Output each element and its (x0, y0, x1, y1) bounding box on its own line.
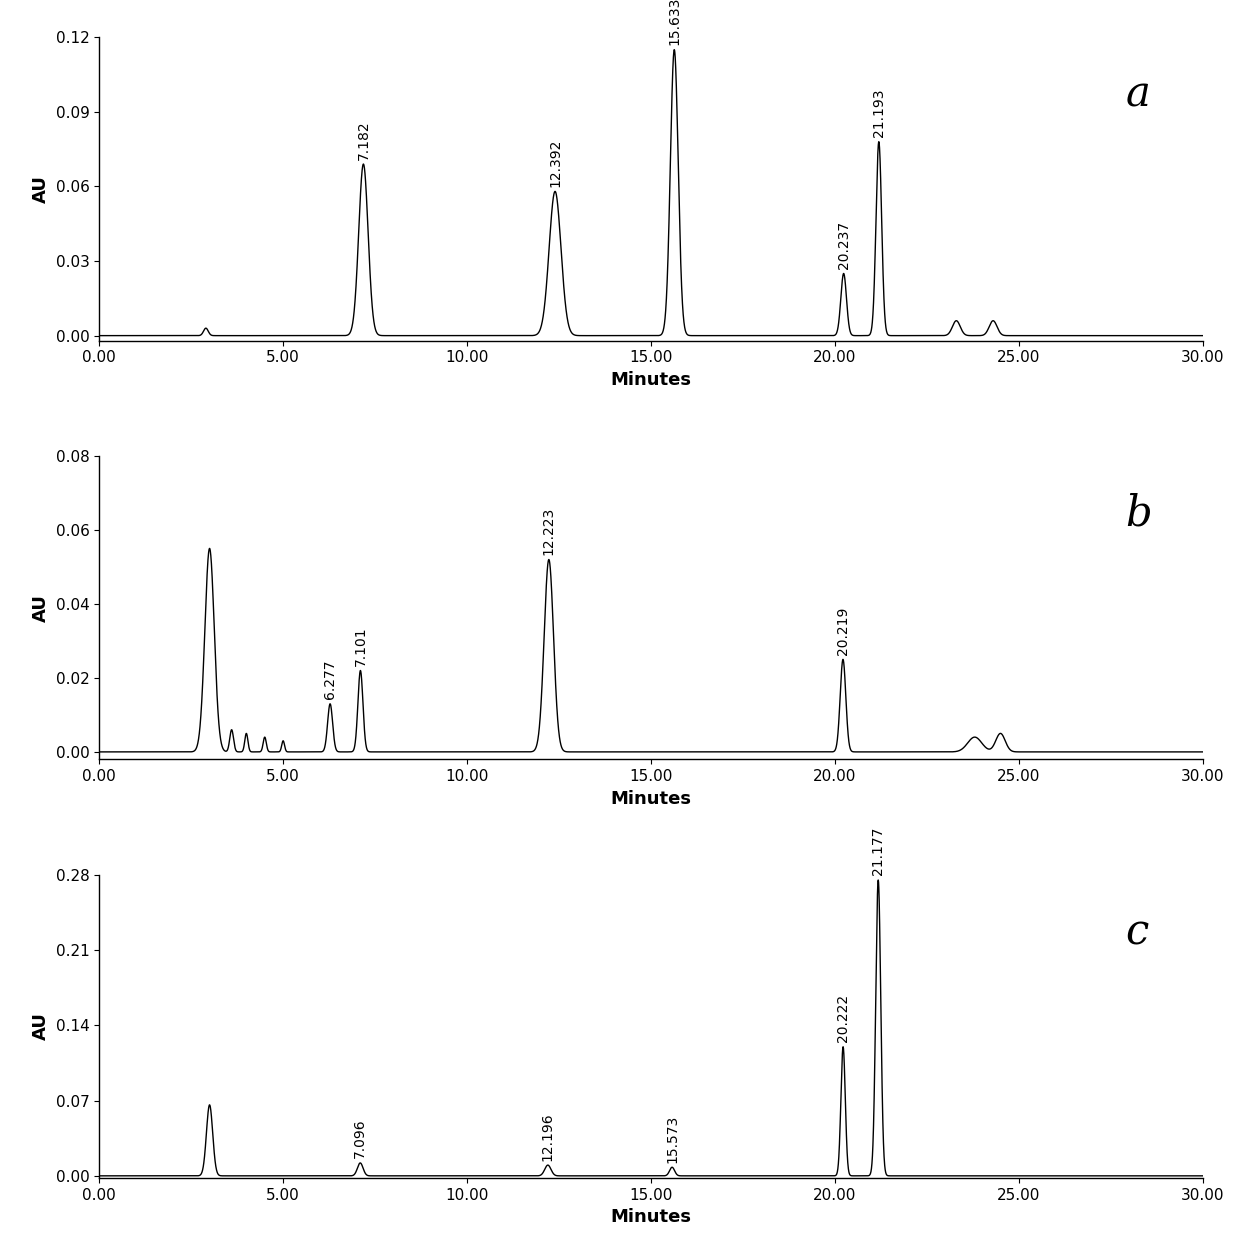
Text: 20.222: 20.222 (836, 994, 851, 1043)
Text: 21.177: 21.177 (872, 827, 885, 875)
Text: 15.573: 15.573 (665, 1115, 680, 1163)
Text: 20.237: 20.237 (837, 221, 851, 269)
X-axis label: Minutes: Minutes (610, 790, 692, 807)
Text: b: b (1126, 492, 1152, 534)
X-axis label: Minutes: Minutes (610, 371, 692, 389)
Text: 7.101: 7.101 (353, 626, 367, 666)
Text: 7.096: 7.096 (353, 1118, 367, 1158)
Y-axis label: AU: AU (32, 594, 50, 621)
Text: 21.193: 21.193 (872, 89, 885, 138)
Text: 12.223: 12.223 (542, 507, 556, 556)
Y-axis label: AU: AU (32, 1012, 50, 1040)
Text: 20.219: 20.219 (836, 606, 849, 655)
Y-axis label: AU: AU (32, 175, 50, 203)
Text: a: a (1126, 73, 1151, 115)
Text: 15.633: 15.633 (667, 0, 681, 45)
Text: 12.392: 12.392 (548, 139, 562, 187)
Text: 12.196: 12.196 (541, 1112, 554, 1161)
Text: c: c (1126, 911, 1149, 954)
X-axis label: Minutes: Minutes (610, 1208, 692, 1226)
Text: 6.277: 6.277 (324, 660, 337, 699)
Text: 7.182: 7.182 (356, 120, 371, 160)
